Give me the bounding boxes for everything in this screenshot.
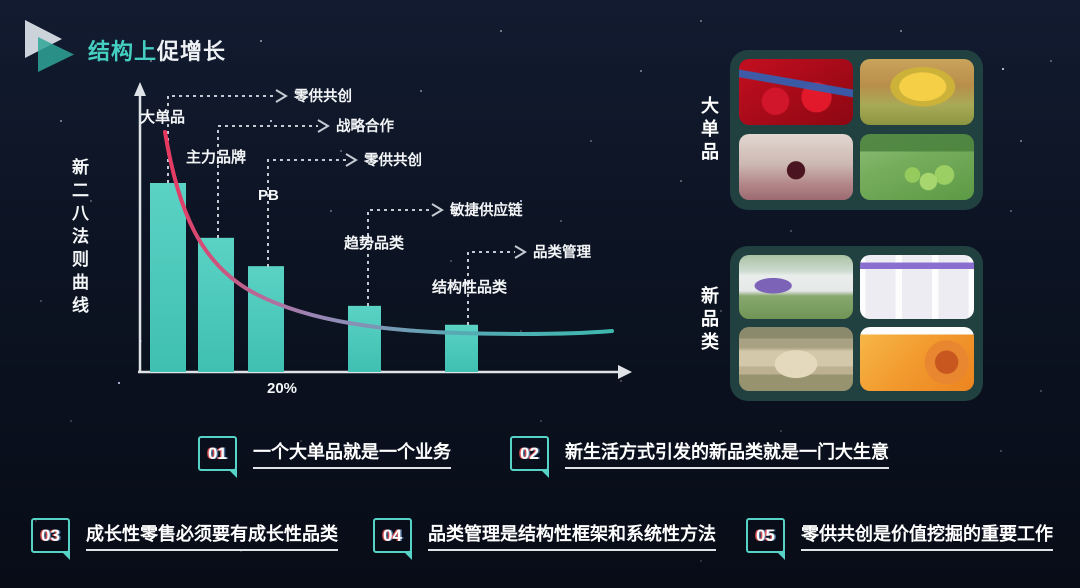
photo-rv-camping: [739, 255, 853, 319]
bar-label-5: 结构性品类: [432, 278, 508, 296]
point-text-3: 成长性零售必须要有成长性品类: [86, 520, 338, 551]
bar-big-single-item: [150, 183, 186, 372]
bar-pb: [248, 266, 284, 372]
bar-main-brand: [198, 237, 234, 372]
callout-arrow-5-icon: [514, 245, 527, 259]
callout-label-3: 零供共创: [363, 151, 422, 169]
play-triangle-front-icon: [38, 37, 74, 72]
page-title-rest: 促增长: [157, 39, 227, 64]
point-item-5: 05 零供共创是价值挖掘的重要工作: [746, 518, 1053, 560]
panel-label-new-category: 新品类: [699, 286, 719, 355]
point-badge-1: 01: [198, 436, 237, 478]
photo-panel-new-category: [730, 246, 983, 401]
point-badge-4: 04: [373, 518, 412, 560]
point-text-5: 零供共创是价值挖掘的重要工作: [801, 520, 1053, 551]
bar-label-3: PB: [258, 187, 279, 204]
y-axis-arrow-icon: [134, 82, 146, 96]
x-tick-20pct: 20%: [267, 380, 297, 397]
point-badge-5: 05: [746, 518, 785, 560]
point-number-5: 05: [756, 525, 775, 545]
photo-ecommerce-app: [860, 255, 974, 319]
photo-green-grapes: [860, 133, 974, 200]
point-item-4: 04 品类管理是结构性框架和系统性方法: [373, 518, 716, 560]
point-item-1: 01 一个大单品就是一个业务: [198, 436, 451, 478]
point-badge-2: 02: [510, 436, 549, 478]
callout-arrow-1-icon: [275, 89, 288, 103]
point-number-3: 03: [41, 525, 60, 545]
x-axis-arrow-icon: [618, 365, 632, 379]
page-title: 结构上促增长: [88, 34, 226, 66]
pareto-chart: 大单品 主力品牌 PB 趋势品类 结构性品类 零供共创 战略合作 零供共创 敏捷…: [60, 70, 660, 410]
callout-label-5: 品类管理: [533, 243, 591, 261]
point-text-2: 新生活方式引发的新品类就是一门大生意: [565, 438, 889, 469]
photo-camping-tent: [739, 327, 853, 391]
bar-label-1: 大单品: [140, 108, 185, 126]
point-text-1: 一个大单品就是一个业务: [253, 438, 451, 469]
point-badge-3: 03: [31, 518, 70, 560]
pareto-curve: [163, 130, 614, 337]
point-number-2: 02: [520, 443, 539, 463]
point-text-4: 品类管理是结构性框架和系统性方法: [428, 520, 716, 551]
point-item-2: 02 新生活方式引发的新品类就是一门大生意: [510, 436, 889, 478]
photo-durian: [860, 59, 974, 125]
point-number-4: 04: [383, 525, 402, 545]
photo-panel-big-single-item: [730, 50, 983, 210]
callout-line-5: [467, 251, 515, 325]
bar-label-4: 趋势品类: [344, 234, 405, 252]
callout-arrow-4-icon: [431, 203, 444, 217]
callout-label-2: 战略合作: [336, 117, 394, 135]
photo-snack-gift-promo: [860, 327, 974, 391]
callout-line-4: [367, 209, 432, 306]
bar-trend-category: [348, 305, 381, 372]
callout-arrow-3-icon: [345, 153, 358, 167]
y-axis-title: 新二八法则曲线: [69, 158, 88, 319]
callout-arrow-2-icon: [317, 119, 330, 133]
photo-cherries-promo: [739, 59, 853, 125]
panel-label-big-single-item: 大单品: [699, 96, 719, 165]
bar-label-2: 主力品牌: [186, 148, 246, 166]
callout-label-4: 敏捷供应链: [449, 201, 523, 219]
callout-line-2: [217, 125, 318, 238]
callout-label-1: 零供共创: [293, 87, 352, 105]
starfield-bright: [0, 0, 2, 2]
pareto-chart-svg: 大单品 主力品牌 PB 趋势品类 结构性品类 零供共创 战略合作 零供共创 敏捷…: [134, 82, 632, 397]
callout-line-3: [267, 159, 346, 267]
point-item-3: 03 成长性零售必须要有成长性品类: [31, 518, 338, 560]
point-number-1: 01: [208, 443, 227, 463]
photo-cherry-in-hand: [739, 133, 853, 200]
page-title-highlight: 结构上: [88, 39, 158, 64]
